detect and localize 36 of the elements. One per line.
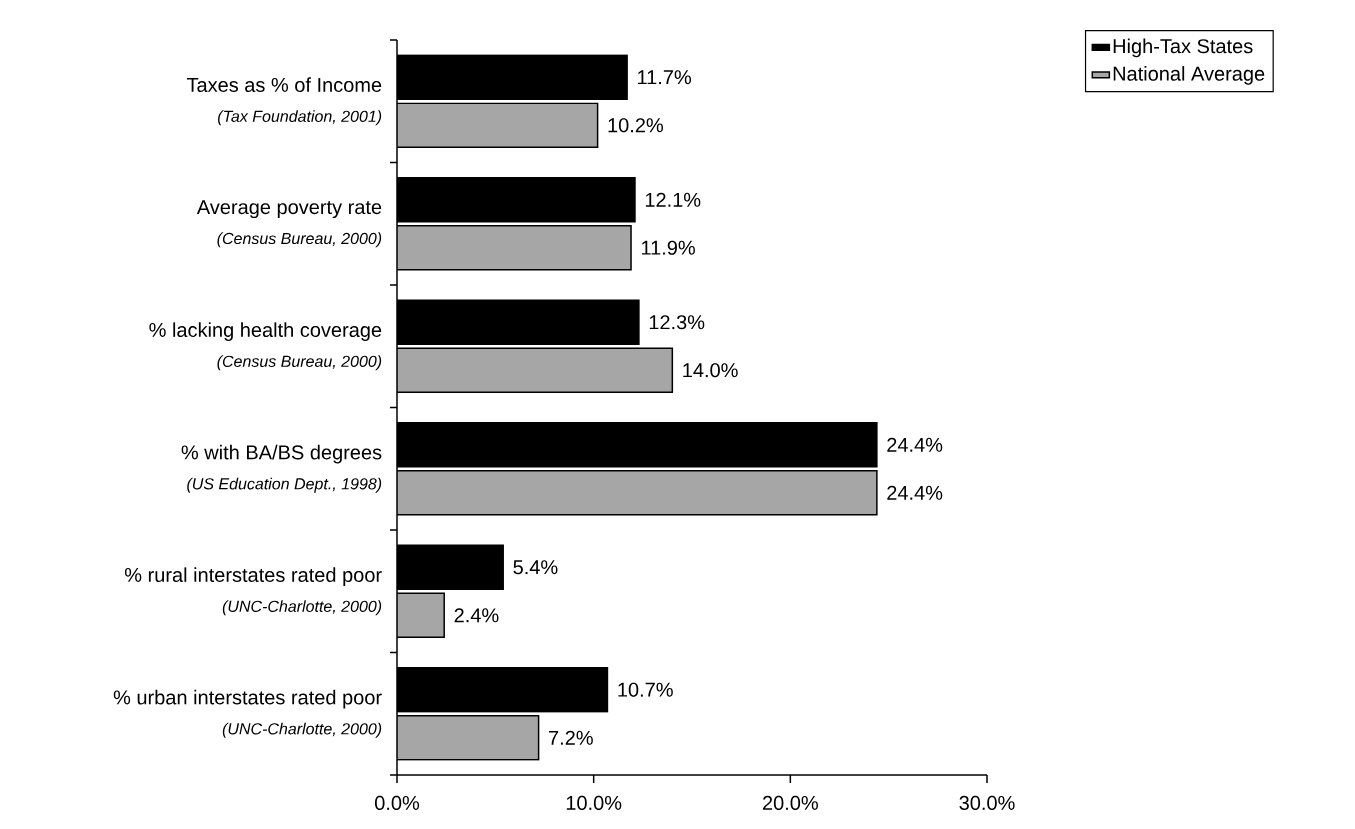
y-tick-label: % urban interstates rated poor	[113, 689, 382, 709]
y-tick-label: % rural interstates rated poor	[124, 567, 382, 586]
text: (Census Bureau, 2000)	[217, 355, 382, 371]
data-label: 10.2%	[608, 118, 663, 133]
legend-label: High-Tax States	[1113, 38, 1253, 58]
data-label: 12.3%	[649, 315, 705, 330]
text: (Census Bureau, 2000)	[217, 232, 382, 248]
bar	[397, 592, 445, 638]
bar	[397, 347, 674, 393]
y-tick-label: % with BA/BS degrees	[181, 444, 382, 464]
data-label: 7.2%	[549, 730, 593, 745]
data-label: 14.0%	[683, 363, 738, 378]
text: (UNC-Charlotte, 2000)	[222, 600, 382, 616]
bar	[397, 224, 632, 271]
y-tick-label: % lacking health coverage	[149, 322, 382, 341]
data-label: 24.4%	[887, 437, 943, 452]
data-label: 10.7%	[618, 682, 673, 697]
legend-label: National Average	[1113, 66, 1265, 85]
y-tick-label: Average poverty rate	[196, 200, 382, 219]
text: (UNC-Charlotte, 2000)	[222, 722, 382, 738]
bar	[397, 102, 599, 148]
data-label: 11.7%	[638, 70, 692, 85]
x-tick-label: 30.0%	[959, 795, 1015, 811]
data-label: 5.4%	[513, 560, 558, 575]
x-tick-label: 10.0%	[566, 795, 622, 811]
text: (Tax Foundation, 2001)	[218, 110, 382, 126]
x-tick-label: 20.0%	[762, 795, 818, 811]
data-label: 2.4%	[454, 608, 499, 623]
x-tick-label: 0.0%	[375, 795, 420, 811]
y-tick-label: Taxes as % of Income	[186, 77, 382, 93]
data-label: 12.1%	[645, 192, 701, 207]
data-label: 24.4%	[887, 485, 943, 500]
bar	[397, 714, 540, 761]
text: (US Education Dept., 1998)	[187, 477, 382, 493]
data-label: 11.9%	[641, 240, 695, 255]
bar	[397, 469, 878, 516]
